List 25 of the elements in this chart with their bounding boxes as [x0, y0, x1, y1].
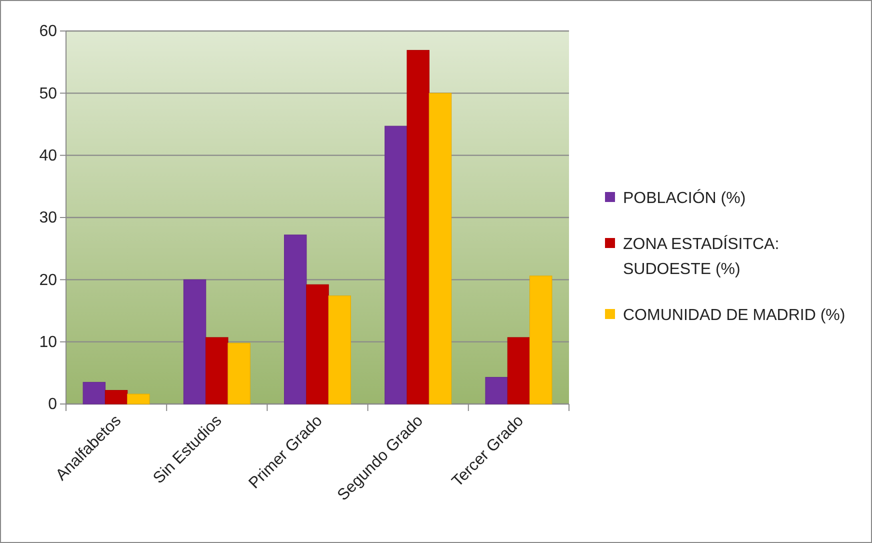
- legend-label: POBLACIÓN (%): [623, 189, 746, 207]
- legend-label: ZONA ESTADÍSITCA: SUDOESTE (%): [623, 235, 780, 278]
- y-tick-label: 20: [39, 272, 58, 289]
- bar: [127, 394, 150, 404]
- bar: [228, 342, 250, 404]
- bar: [328, 296, 351, 404]
- bar: [428, 92, 452, 404]
- bar: [406, 50, 430, 404]
- y-tick-label: 30: [39, 210, 58, 227]
- bar: [384, 126, 408, 404]
- bar: [104, 390, 128, 404]
- bar: [529, 276, 552, 404]
- y-tick-label: 60: [39, 23, 58, 40]
- y-tick-label: 10: [39, 334, 58, 351]
- y-tick-label: 40: [39, 147, 58, 164]
- bar: [485, 376, 508, 404]
- bar: [284, 234, 307, 404]
- bar: [206, 337, 228, 404]
- bar: [507, 337, 530, 404]
- y-tick-label: 0: [48, 396, 58, 414]
- legend-label: COMUNIDAD DE MADRID (%): [623, 307, 846, 324]
- y-tick-label: 50: [39, 85, 58, 102]
- bar: [183, 279, 206, 404]
- bar: [82, 382, 106, 404]
- bar: [306, 284, 329, 404]
